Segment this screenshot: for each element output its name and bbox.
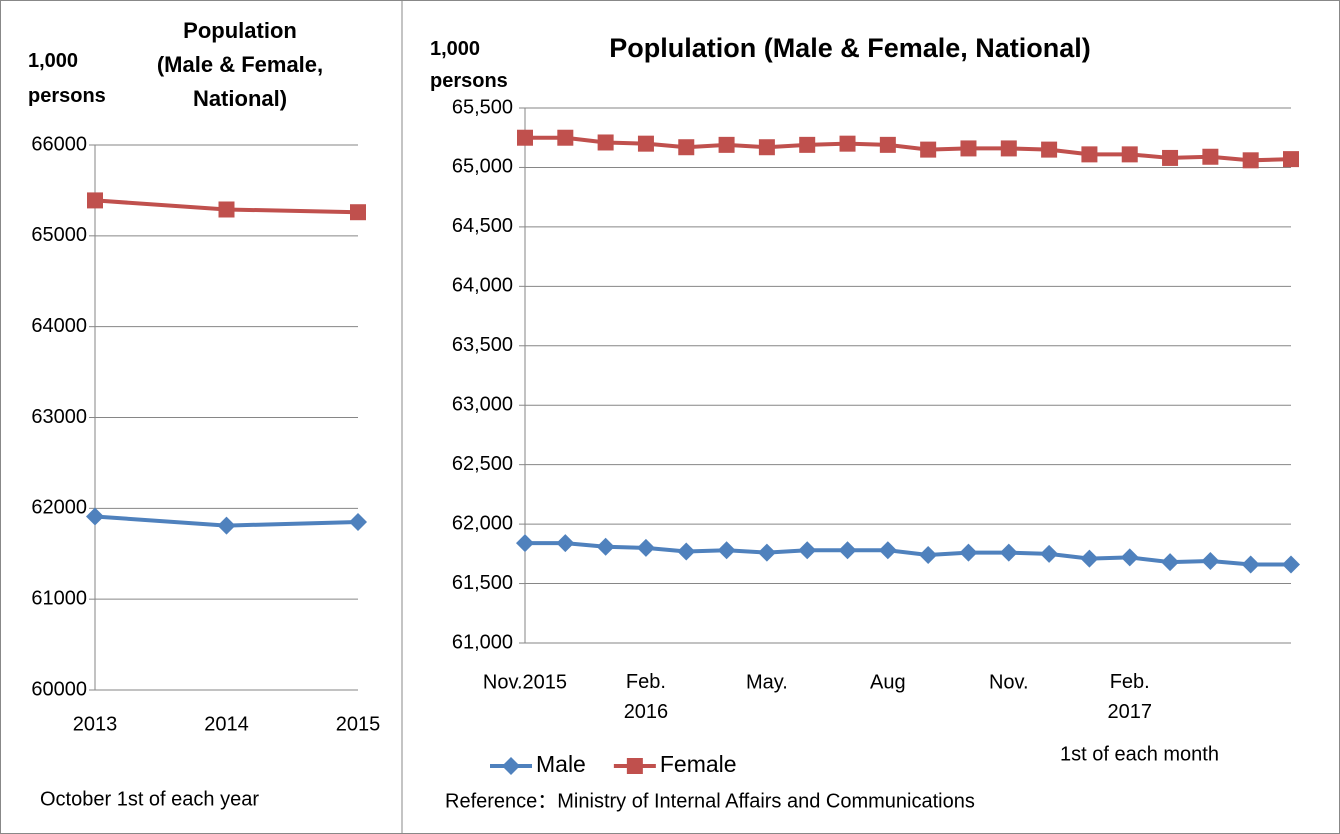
y-tick-label: 64000 [31,315,87,337]
marker [636,538,655,557]
note: 1st of each month [1060,743,1219,765]
marker [557,129,574,146]
marker [218,201,235,218]
x-tick-label: Aug [870,671,906,693]
y-tick-label: 63,500 [452,334,513,356]
x-tick-label: Feb. 2016 [624,671,669,723]
y-tick-label: 62000 [31,497,87,519]
marker [919,546,938,565]
marker [798,541,817,560]
legend-marker [626,758,643,774]
y-tick-label: 63,000 [452,394,513,416]
chart-title: Population (Male & Female, National) [157,18,323,111]
marker [960,140,977,157]
marker [878,541,897,560]
marker [556,534,575,553]
y-tick-label: 61000 [31,587,87,609]
x-tick-label: May. [746,671,788,693]
marker [718,136,735,153]
y-tick-label: 64,500 [452,215,513,237]
y-tick-label: 63000 [31,406,87,428]
marker [349,512,367,531]
x-tick-label: Nov.2015 [483,671,567,693]
marker [1202,148,1219,165]
x-tick-label: 2015 [336,713,381,735]
marker [1283,151,1299,168]
marker [758,139,775,156]
marker [1161,553,1180,572]
y-tick-label: 61,000 [452,631,513,653]
marker [1282,555,1300,574]
legend-label: Male [536,751,586,777]
marker [1081,146,1098,163]
x-tick-label: 2013 [73,713,118,735]
marker [959,543,978,562]
y-axis-unit: 1,000 persons [430,38,508,92]
marker [920,141,937,158]
y-tick-label: 60000 [31,678,87,700]
marker [1241,555,1260,574]
marker [1120,548,1139,567]
marker [1040,544,1059,563]
chart-title: Poplulation (Male & Female, National) [609,33,1091,63]
marker [596,537,615,556]
y-tick-label: 65,500 [452,96,513,118]
marker [516,534,534,553]
marker [597,134,614,151]
marker [838,541,857,560]
marker [1041,141,1058,158]
marker [87,192,103,209]
source: Reference：Ministry of Internal Affairs a… [445,790,975,812]
marker [839,135,856,152]
marker [799,136,816,153]
marker [678,139,695,156]
marker [86,507,104,526]
y-tick-label: 65,000 [452,156,513,178]
x-tick-label: 2014 [204,713,249,735]
marker [879,136,896,153]
marker [757,543,776,562]
marker [999,543,1018,562]
marker [350,204,366,221]
marker [217,516,236,535]
legend-label: Female [660,751,737,777]
y-tick-label: 65000 [31,224,87,246]
marker [1242,152,1259,169]
marker [1201,551,1220,570]
marker [677,542,696,561]
y-tick-label: 64,000 [452,275,513,297]
marker [1080,549,1099,568]
x-tick-label: Nov. [989,671,1029,693]
note: October 1st of each year [40,788,259,810]
y-tick-label: 61,500 [452,572,513,594]
y-tick-label: 66000 [31,133,87,155]
y-tick-label: 62,500 [452,453,513,475]
y-axis-unit: 1,000 persons [28,50,106,107]
legend-marker [502,757,520,775]
y-tick-label: 62,000 [452,512,513,534]
marker [517,129,533,146]
marker [1162,149,1179,166]
x-tick-label: Feb. 2017 [1107,671,1152,723]
marker [1121,146,1138,163]
marker [717,541,736,560]
marker [1000,140,1017,157]
marker [637,135,654,152]
